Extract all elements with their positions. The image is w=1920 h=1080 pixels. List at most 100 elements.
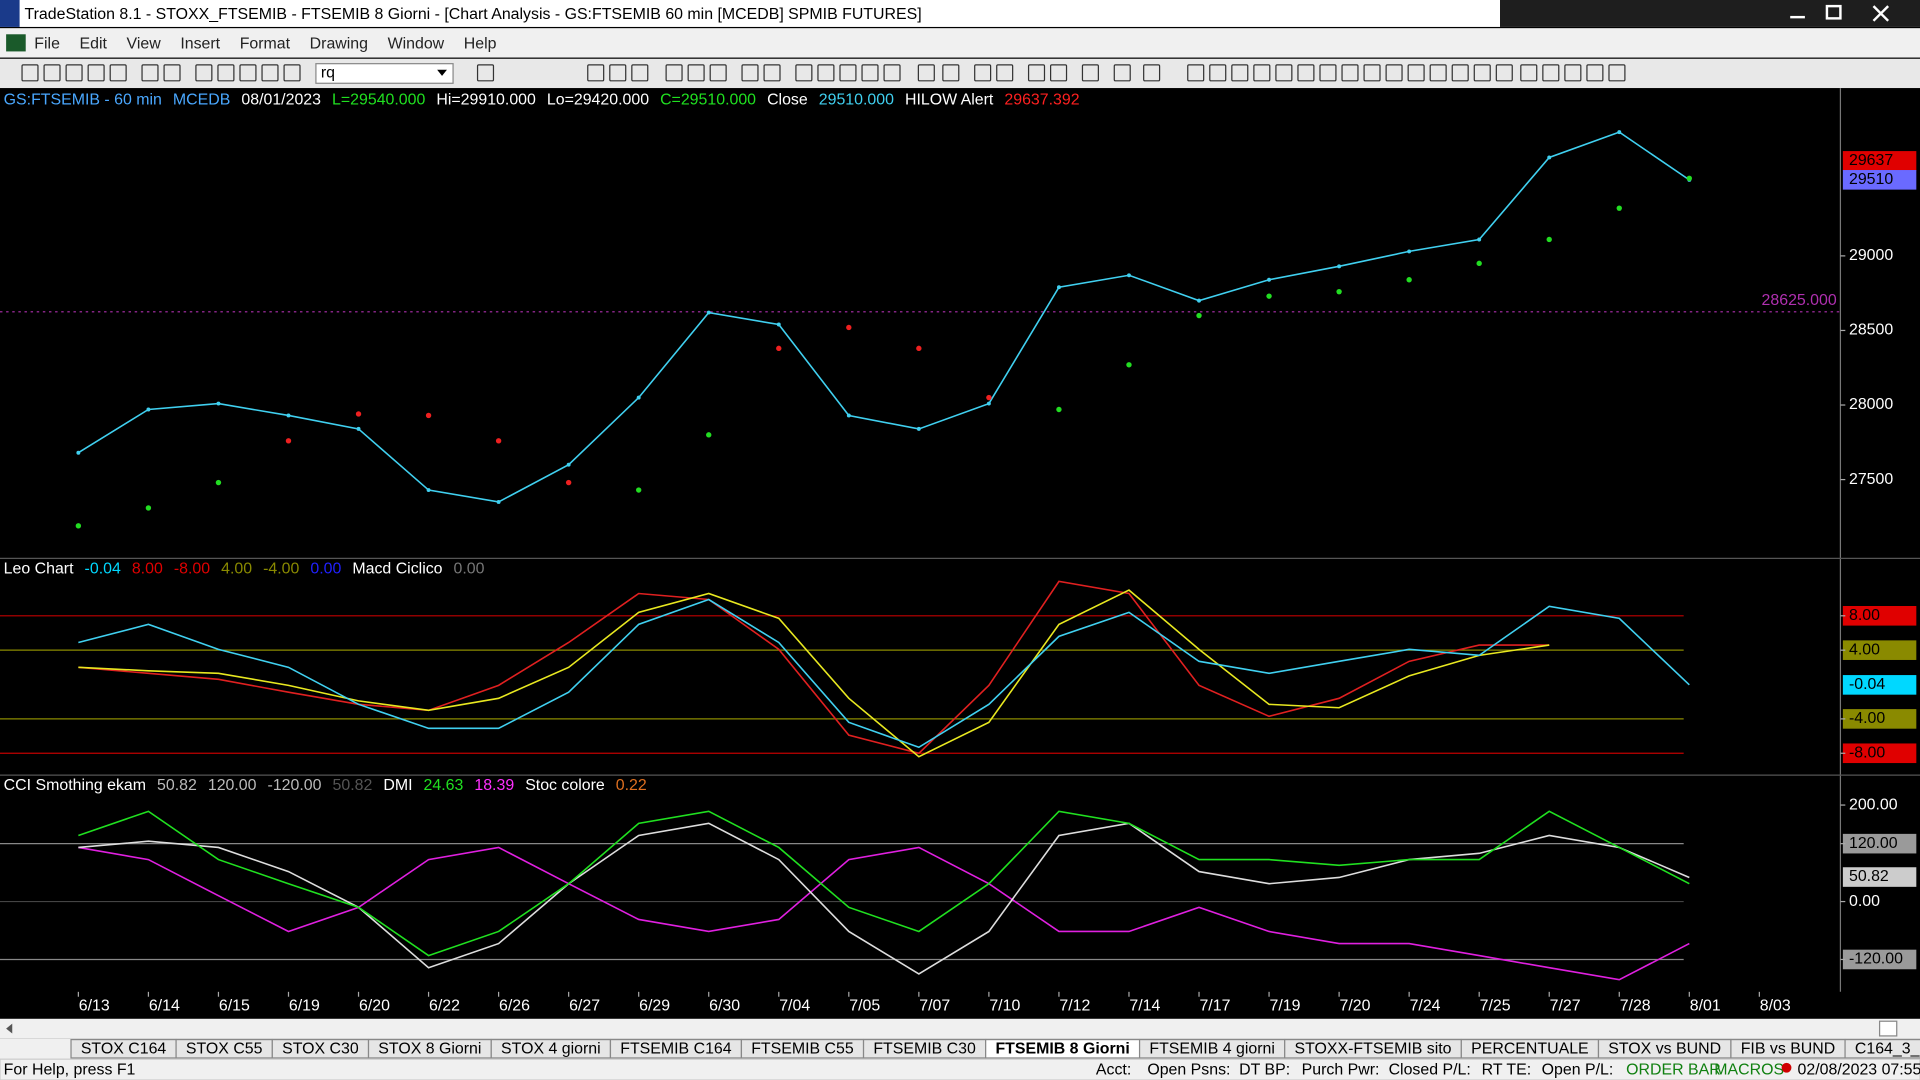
close-button[interactable] [1872, 5, 1890, 22]
menu-item[interactable]: Window [388, 35, 445, 52]
toolbar-button[interactable] [1297, 64, 1315, 82]
tick-box [1842, 949, 1917, 970]
toolbar-button[interactable] [1407, 64, 1425, 82]
toolbar-button[interactable] [217, 64, 235, 82]
toolbar-button[interactable] [1473, 64, 1491, 82]
toolbar-button[interactable] [43, 64, 61, 82]
menu-item[interactable]: Drawing [310, 35, 368, 52]
toolbar-button[interactable] [942, 64, 960, 82]
toolbar-button[interactable] [1608, 64, 1626, 82]
toolbar-button[interactable] [1113, 64, 1131, 82]
toolbar-button[interactable] [1319, 64, 1337, 82]
y-tick-label: -120.00 [1849, 951, 1903, 968]
series-line [78, 810, 1690, 957]
menu-item[interactable]: Edit [80, 35, 108, 52]
toolbar-button[interactable] [1385, 64, 1403, 82]
toolbar-button[interactable] [763, 64, 781, 82]
toolbar-button[interactable] [1341, 64, 1359, 82]
header-value: MCEDB [173, 92, 230, 109]
status-help: For Help, press F1 [4, 1061, 136, 1078]
header-value: 29510.000 [819, 92, 894, 109]
toolbar-button[interactable] [1495, 64, 1513, 82]
value-marker [1842, 675, 1917, 695]
menu-item[interactable]: File [34, 35, 60, 52]
price-point [496, 500, 501, 504]
y-tick-label: -4.00 [1849, 710, 1885, 727]
menu-item[interactable]: View [127, 35, 162, 52]
toolbar-button[interactable] [817, 64, 835, 82]
symbol-input[interactable] [315, 63, 454, 84]
indicator-dot [1406, 277, 1412, 283]
toolbar-button[interactable] [1275, 64, 1293, 82]
toolbar-button[interactable] [283, 64, 301, 82]
toolbar-button[interactable] [883, 64, 901, 82]
menu-item[interactable]: Format [240, 35, 291, 52]
tab[interactable] [1844, 1038, 1920, 1059]
toolbar-button[interactable] [1542, 64, 1560, 82]
toolbar-button[interactable] [839, 64, 857, 82]
toolbar-button[interactable] [1231, 64, 1249, 82]
menu-item[interactable]: Help [464, 35, 497, 52]
order-bar[interactable]: ORDER BAR [1626, 1061, 1721, 1078]
toolbar-button[interactable] [1209, 64, 1227, 82]
toolbar-button[interactable] [709, 64, 727, 82]
indicator-dot [1546, 236, 1552, 243]
toolbar-button[interactable] [631, 64, 649, 82]
header-value: Stoc colore [525, 777, 605, 794]
toolbar-button[interactable] [861, 64, 879, 82]
toolbar-button[interactable] [1081, 64, 1099, 82]
toolbar-button[interactable] [195, 64, 213, 82]
toolbar-button[interactable] [609, 64, 627, 82]
header-value: -4.00 [263, 561, 299, 578]
toolbar-button[interactable] [239, 64, 257, 82]
menu-item[interactable]: Insert [180, 35, 220, 52]
tick-box [1842, 743, 1917, 764]
toolbar-button[interactable] [1429, 64, 1447, 82]
toolbar-button[interactable] [1187, 64, 1205, 82]
toolbar-button[interactable] [65, 64, 83, 82]
indicator-dot [425, 412, 432, 419]
horizontal-scrollbar[interactable] [0, 1018, 1920, 1039]
toolbar-button[interactable] [917, 64, 935, 82]
toolbar-button[interactable] [1143, 64, 1161, 82]
toolbar-button[interactable] [1564, 64, 1582, 82]
toolbar-button[interactable] [665, 64, 683, 82]
indicator-dot [1056, 406, 1062, 413]
app-icon [0, 0, 20, 27]
header-value: 29637.392 [1004, 92, 1079, 109]
y-tick-label: 120.00 [1849, 835, 1898, 852]
restore-button[interactable] [1825, 4, 1842, 20]
toolbar-button[interactable] [21, 64, 39, 82]
toolbar-button[interactable] [1050, 64, 1068, 82]
toolbar-button[interactable] [1253, 64, 1271, 82]
tick-box [1842, 640, 1917, 660]
toolbar-button[interactable] [163, 64, 181, 82]
toolbar-button[interactable] [261, 64, 279, 82]
header-value: -8.00 [174, 561, 210, 578]
toolbar-button[interactable] [974, 64, 992, 82]
toolbar-button[interactable] [587, 64, 605, 82]
scroll-thumb[interactable] [1878, 1020, 1898, 1037]
price-point [636, 395, 641, 400]
toolbar-button[interactable] [996, 64, 1014, 82]
toolbar-button[interactable] [741, 64, 759, 82]
toolbar-button[interactable] [687, 64, 705, 82]
toolbar-button[interactable] [141, 64, 159, 82]
scroll-left[interactable] [6, 1023, 13, 1034]
toolbar-button[interactable] [1451, 64, 1469, 82]
toolbar-button[interactable] [109, 64, 127, 82]
indicator-dot [1616, 205, 1622, 211]
indicator-dot [355, 411, 362, 417]
toolbar-button[interactable] [1586, 64, 1604, 82]
toolbar-button[interactable] [87, 64, 105, 82]
toolbar-button[interactable] [1363, 64, 1381, 82]
tab-label: PERCENTUALE [1471, 1041, 1589, 1058]
macros[interactable]: MACROS [1714, 1061, 1784, 1078]
series-line [77, 131, 1690, 503]
toolbar-button[interactable] [1520, 64, 1538, 82]
toolbar-button[interactable] [1027, 64, 1046, 82]
header-value: DMI [383, 777, 412, 794]
toolbar-button[interactable] [476, 64, 495, 82]
dropdown-arrow[interactable] [437, 69, 447, 76]
toolbar-button[interactable] [795, 64, 813, 82]
